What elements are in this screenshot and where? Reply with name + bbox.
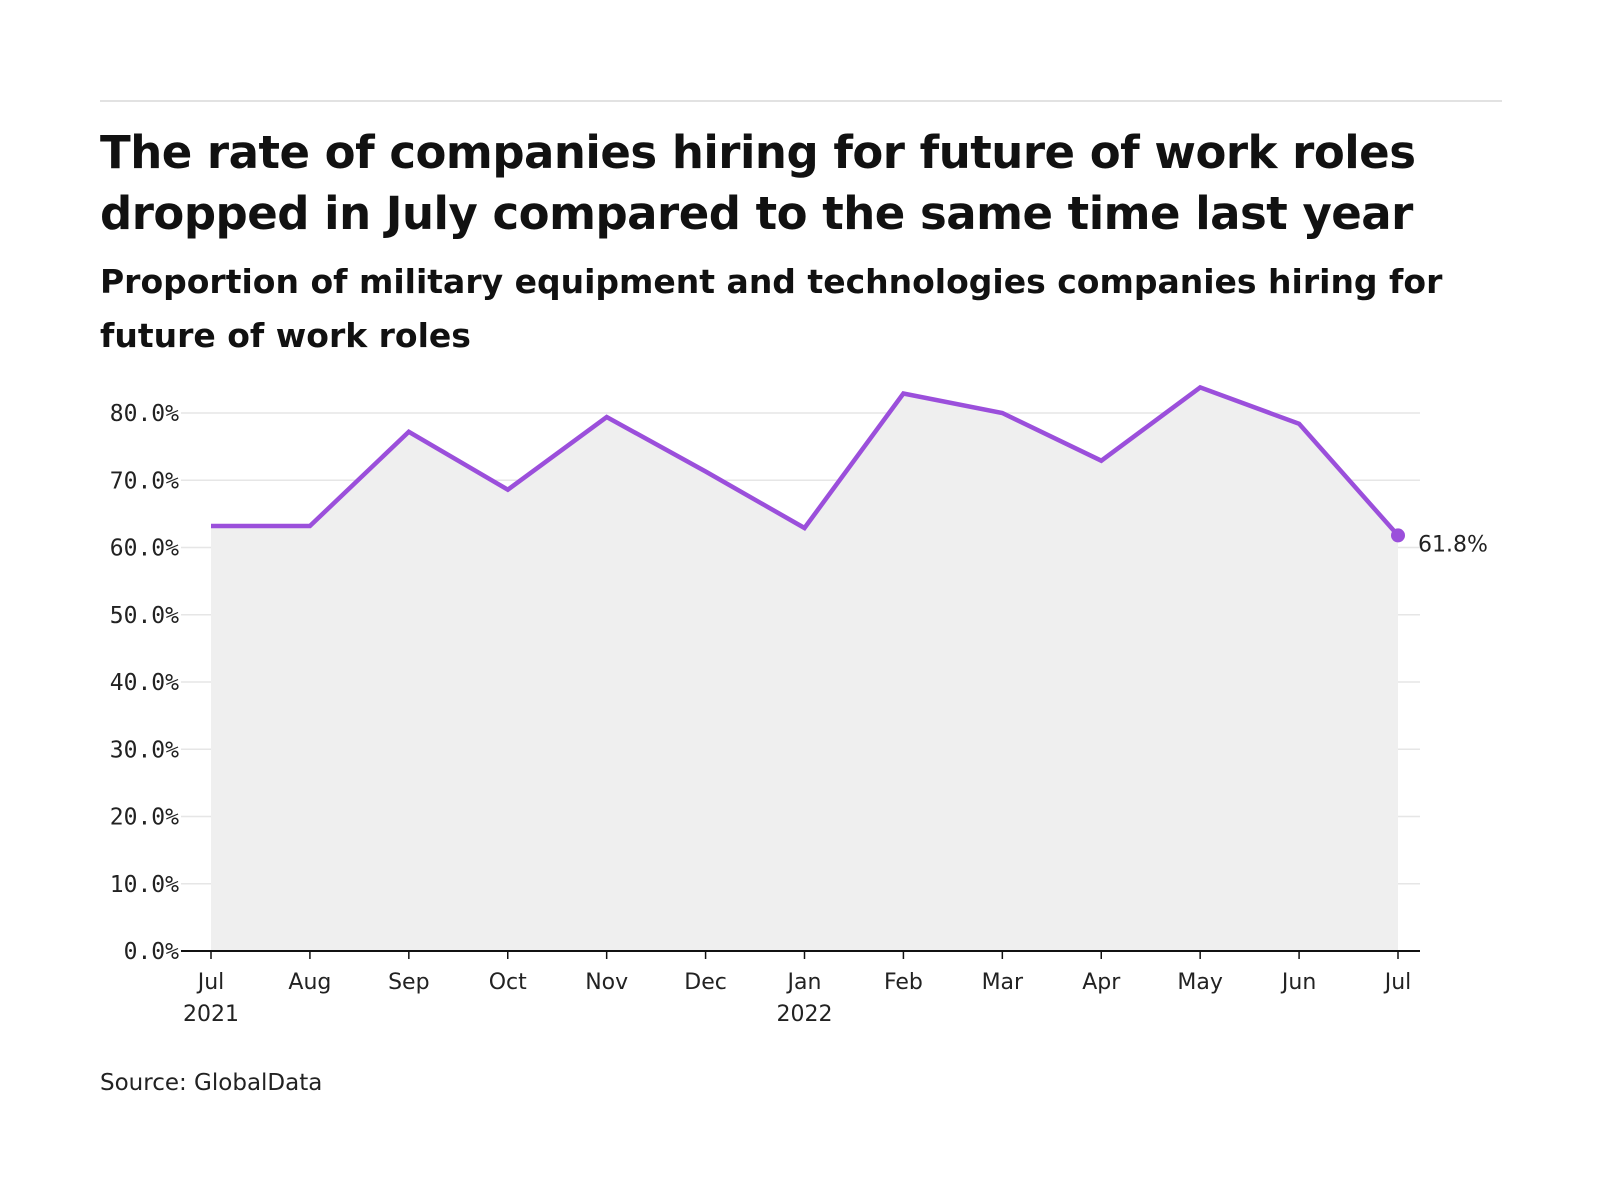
chart-subtitle: Proportion of military equipment and tec… xyxy=(100,262,1443,355)
x-tick-label-month: Mar xyxy=(982,970,1024,995)
x-tick-label-month: Feb xyxy=(884,970,923,995)
y-tick-label: 10.0% xyxy=(110,872,179,898)
x-tick-label-month: Jul xyxy=(1383,970,1412,995)
y-tick-label: 20.0% xyxy=(110,805,179,831)
x-tick-label-month: Jun xyxy=(1280,970,1316,995)
y-tick-label: 60.0% xyxy=(110,536,179,562)
y-tick-label: 0.0% xyxy=(124,939,180,965)
y-axis-ticks: 0.0% 10.0% 20.0% 30.0% 40.0% 50.0% 60.0% 70.0% 8… xyxy=(110,401,179,965)
area-fill xyxy=(211,387,1398,951)
x-axis-ticks: Jul 2021 Aug Sep Oct Nov Dec Jan 2022 Feb Mar Apr Ma… xyxy=(183,951,1411,1027)
x-tick-label-year: 2021 xyxy=(183,1002,239,1027)
end-point-marker xyxy=(1391,528,1405,543)
y-tick-label: 80.0% xyxy=(110,401,179,427)
x-tick-label-month: Nov xyxy=(585,970,628,995)
y-tick-label: 70.0% xyxy=(110,468,179,494)
y-tick-label: 40.0% xyxy=(110,670,179,696)
top-divider xyxy=(100,100,1502,102)
x-tick-label-month: May xyxy=(1177,970,1222,995)
x-tick-label-month: Oct xyxy=(489,970,527,995)
x-tick-label-month: Aug xyxy=(288,970,331,995)
x-tick-label-year: 2022 xyxy=(777,1002,833,1027)
source-note: Source: GlobalData xyxy=(100,1070,323,1096)
x-tick-label-month: Apr xyxy=(1082,970,1121,995)
x-tick-label-month: Sep xyxy=(388,970,429,995)
x-tick-label-month: Dec xyxy=(684,970,727,995)
chart-title: The rate of companies hiring for future … xyxy=(100,126,1416,240)
x-tick-label-month: Jul xyxy=(196,970,225,995)
y-tick-label: 30.0% xyxy=(110,737,179,763)
end-value-label: 61.8% xyxy=(1418,532,1488,557)
series-line xyxy=(211,384,1400,537)
x-tick-label-month: Jan xyxy=(786,970,822,995)
y-tick-label: 50.0% xyxy=(110,603,179,629)
